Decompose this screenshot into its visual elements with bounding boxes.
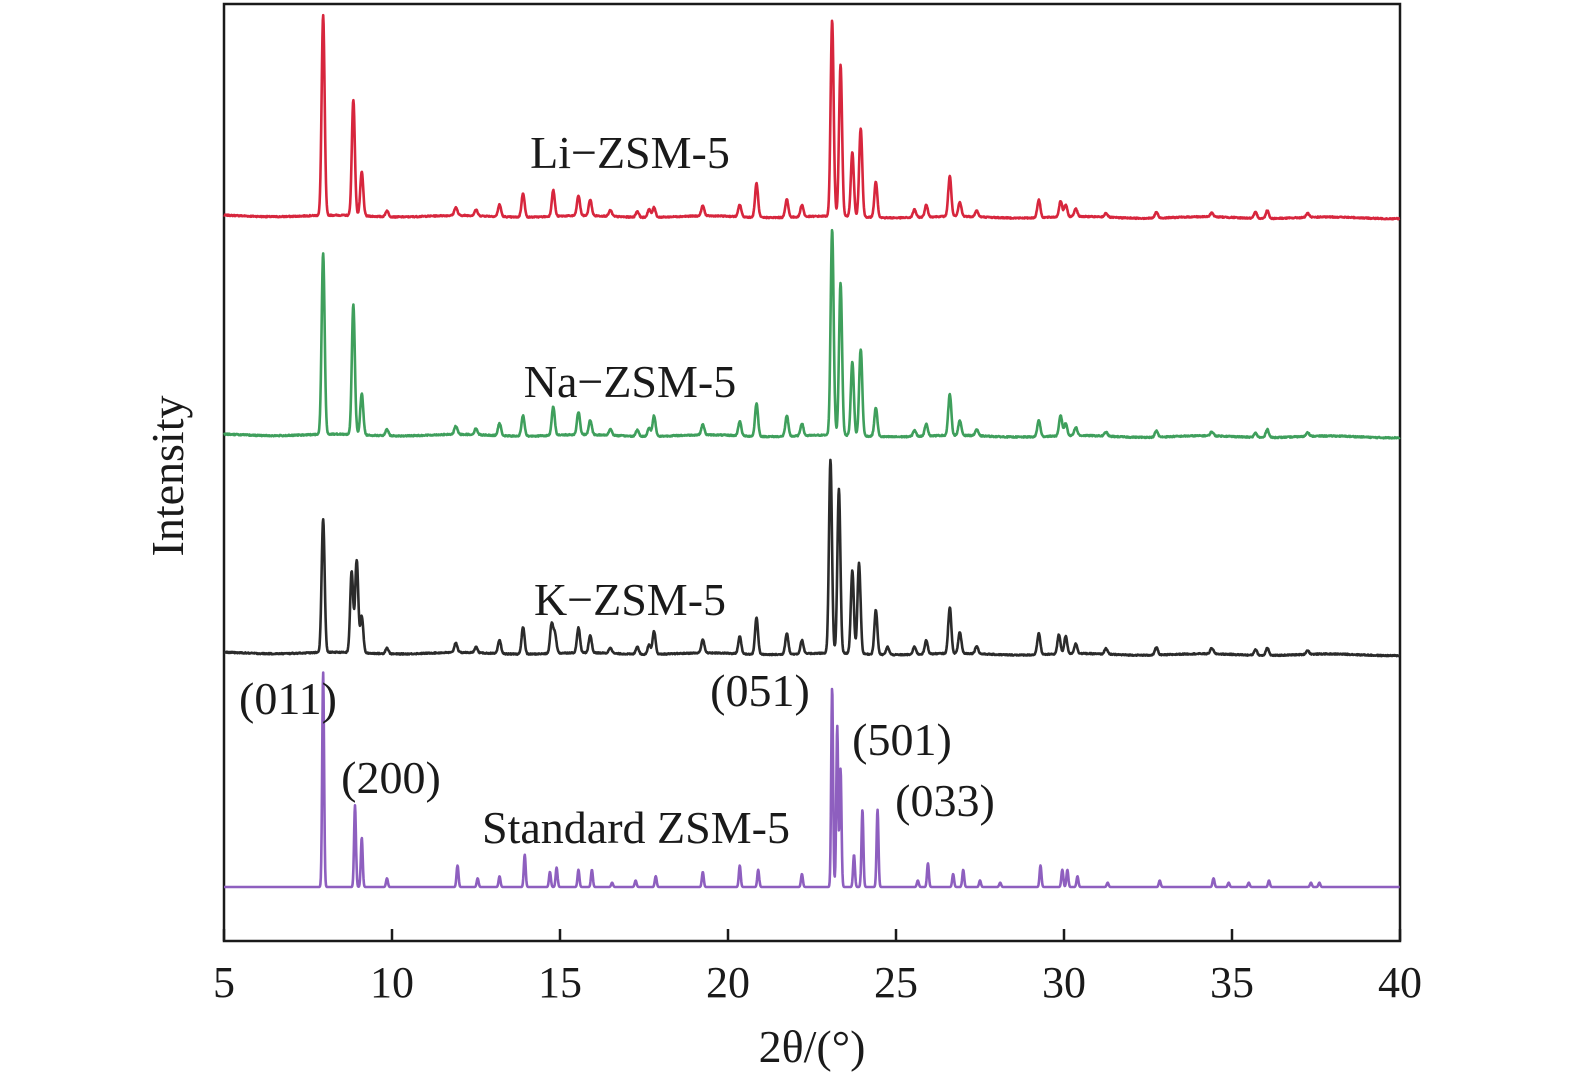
plot-border (222, 2, 1402, 943)
x-tick-label: 40 (1378, 958, 1422, 1007)
hkl-label-033: (033) (895, 775, 995, 826)
x-axis-ticks: 5 10 15 20 25 30 35 40 (213, 929, 1422, 1007)
x-tick-label: 20 (706, 958, 750, 1007)
x-tick-label: 30 (1042, 958, 1086, 1007)
hkl-label-501: (501) (852, 714, 952, 765)
series-li-zsm5 (223, 13, 1401, 221)
plot-frame (222, 2, 1402, 943)
hkl-label-051: (051) (710, 665, 810, 716)
series-standard-zsm5 (223, 671, 1401, 889)
hkl-label-011: (011) (239, 673, 337, 724)
series-label-k: K−ZSM-5 (534, 574, 726, 625)
x-tick-label: 10 (370, 958, 414, 1007)
y-axis-title: Intensity (142, 396, 193, 557)
x-tick-label: 25 (874, 958, 918, 1007)
series-label-na: Na−ZSM-5 (524, 356, 736, 407)
x-tick-label: 5 (213, 958, 235, 1007)
x-axis-title: 2θ/(°) (759, 1021, 866, 1072)
hkl-label-200: (200) (341, 752, 441, 803)
series-na-zsm5 (222, 228, 1401, 440)
x-tick-label: 15 (538, 958, 582, 1007)
series-label-standard: Standard ZSM-5 (482, 802, 790, 853)
series-k-zsm5 (223, 458, 1401, 658)
series-layer (222, 13, 1401, 889)
series-label-li: Li−ZSM-5 (530, 127, 730, 178)
x-tick-label: 35 (1210, 958, 1254, 1007)
